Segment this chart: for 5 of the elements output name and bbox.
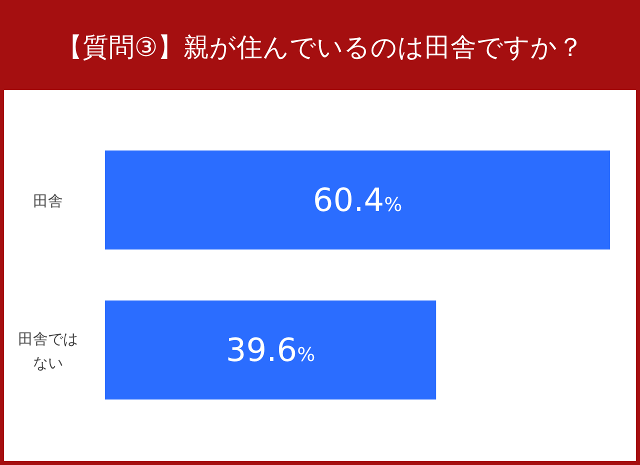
y-tick-label: 田舎: [33, 192, 63, 210]
data-label: 60.4%: [312, 181, 402, 219]
title: 【質問③】親が住んでいるのは田舎ですか？: [56, 33, 584, 63]
data-label: 39.6%: [226, 331, 316, 369]
y-tick-label: 田舎ではない: [18, 330, 78, 372]
